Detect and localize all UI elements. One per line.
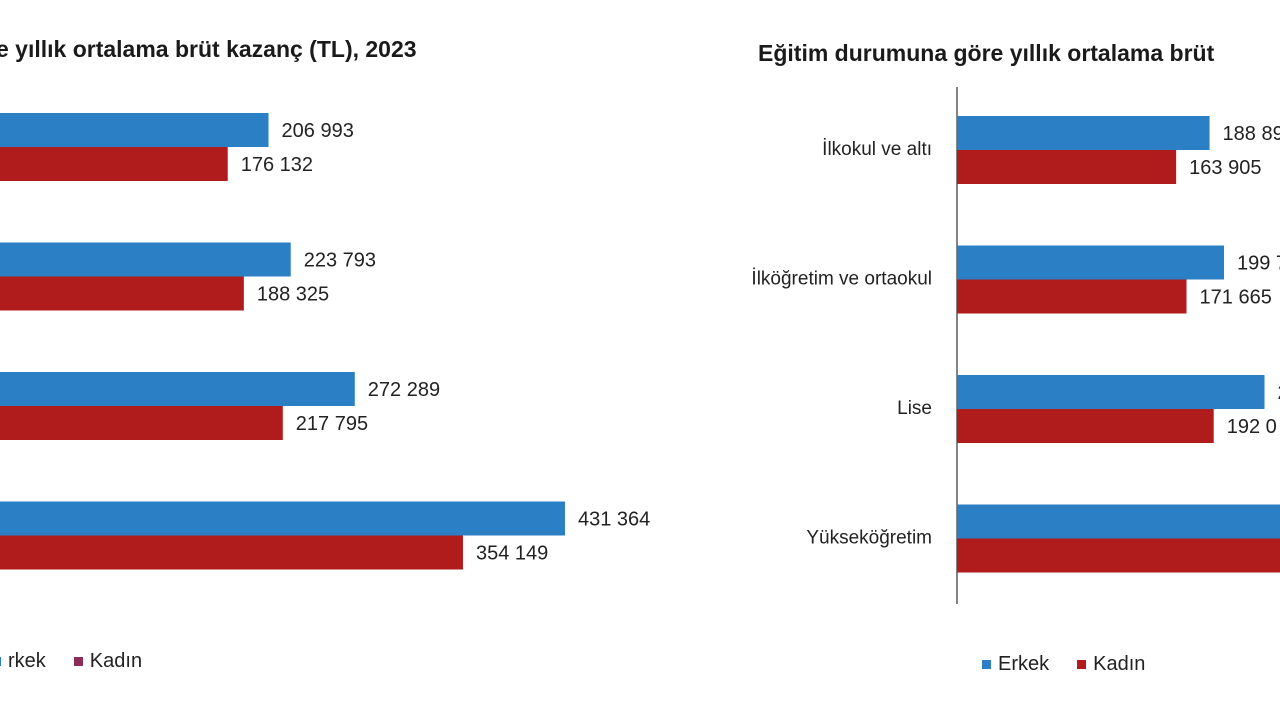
- legend-swatch-erkek: [982, 660, 991, 669]
- bar-kadin: [0, 536, 463, 570]
- legend-item-erkek: Erkek: [982, 653, 1049, 676]
- bar-erkek: [0, 113, 269, 147]
- bar-erkek: [957, 375, 1265, 409]
- bar-erkek: [0, 243, 291, 277]
- data-label: 223 793: [304, 250, 376, 272]
- bar-erkek: [957, 505, 1280, 539]
- category-label: Yükseköğretim: [806, 528, 932, 549]
- data-label: 272 289: [368, 379, 440, 401]
- bar-erkek: [0, 372, 355, 406]
- legend-item-erkek: rkek: [0, 650, 46, 673]
- legend-right: Erkek Kadın: [982, 653, 1173, 676]
- category-label: İlkokul ve altı: [822, 139, 932, 160]
- data-label: 188 325: [257, 284, 329, 306]
- data-label: 163 905: [1189, 157, 1261, 179]
- bar-erkek: [957, 246, 1224, 280]
- data-label: 354 149: [476, 543, 548, 565]
- data-label: 431 364: [578, 509, 650, 531]
- bar-kadin: [0, 147, 228, 181]
- bar-erkek: [957, 116, 1210, 150]
- bar-kadin: [957, 409, 1214, 443]
- category-label: İlköğretim ve ortaokul: [751, 269, 932, 290]
- legend-left: rkek Kadın: [0, 650, 170, 673]
- data-label: 188 89: [1223, 123, 1280, 145]
- legend-swatch-kadin: [1077, 660, 1086, 669]
- legend-label-erkek: Erkek: [998, 653, 1049, 676]
- bar-erkek: [0, 502, 565, 536]
- data-label: 217 795: [296, 413, 368, 435]
- data-label: 192 0: [1227, 416, 1277, 438]
- data-label: 199 7: [1237, 253, 1280, 275]
- category-label: Lise: [897, 398, 932, 419]
- bar-kadin: [957, 280, 1187, 314]
- bar-kadin: [957, 150, 1176, 184]
- data-label: 176 132: [241, 154, 313, 176]
- legend-item-kadin: Kadın: [74, 650, 142, 673]
- legend-label-kadin: Kadın: [90, 650, 142, 673]
- data-label: 171 665: [1200, 287, 1272, 309]
- legend-label-erkek: rkek: [8, 650, 46, 673]
- bar-kadin: [0, 277, 244, 311]
- legend-swatch-erkek: [0, 657, 1, 666]
- bar-kadin: [0, 406, 283, 440]
- bar-kadin: [957, 539, 1280, 573]
- legend-swatch-kadin: [74, 657, 83, 666]
- data-label: 206 993: [282, 120, 354, 142]
- legend-label-kadin: Kadın: [1093, 653, 1145, 676]
- legend-item-kadin: Kadın: [1077, 653, 1145, 676]
